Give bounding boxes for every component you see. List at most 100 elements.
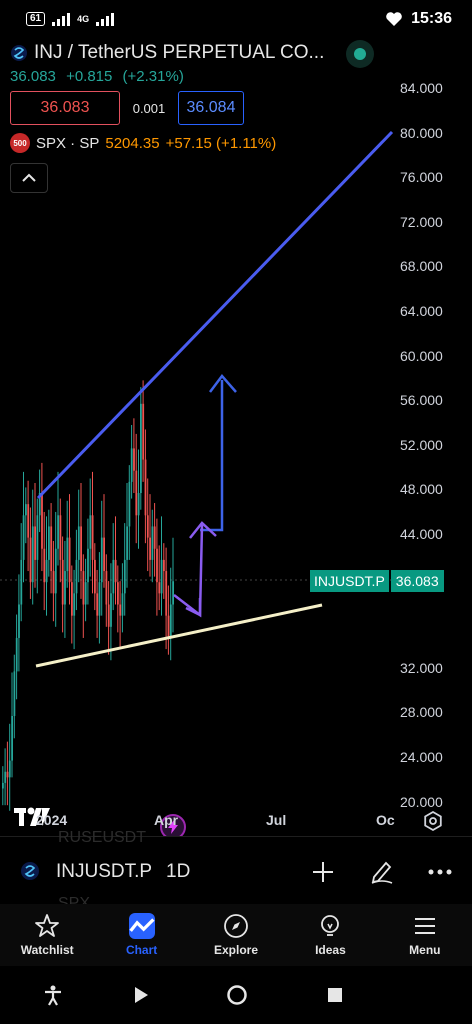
status-right: 15:36 [385,10,452,28]
price-chart[interactable] [0,40,472,830]
system-navigation-bar [0,966,472,1024]
candle-body [38,493,41,516]
candle-body [119,604,122,616]
projection-arrow-blue [200,380,224,532]
price-axis-tick: 44.000 [400,526,443,542]
interval-selector[interactable]: 1D [166,861,191,882]
price-axis-tick: 80.000 [400,124,443,141]
bottom-navigation: Watchlist Chart Explore Ideas Menu [0,904,472,966]
recents-icon[interactable] [324,984,346,1006]
price-axis-tick: 24.000 [400,749,443,765]
symbol-title-row[interactable]: INJ / TetherUS PERPETUAL CO... [10,42,390,64]
price-change-pct: (+2.31%) [122,68,184,85]
upper-trendline [36,130,394,500]
price-label-value: 36.083 [390,570,444,592]
candle-body [52,571,55,594]
candle-body [140,403,142,493]
price-axis-tick: 64.000 [400,303,443,319]
candle-body [156,548,158,583]
candle-body [57,515,59,549]
compare-price: 5204.35 [105,134,160,152]
candle-body [169,604,172,638]
candle-body [50,526,53,572]
more-options-icon[interactable] [426,859,454,885]
price-axis-tick: 68.000 [400,258,443,275]
status-bar: 61 4G 15:36 [0,0,472,40]
candle-body [48,526,50,560]
nav-chart[interactable]: Chart [94,904,188,966]
candle-body [96,593,99,616]
chevron-up-icon [22,173,36,182]
price-axis-tick: 84.000 [400,80,443,96]
price-axis-tick: 52.000 [400,436,443,453]
candle-body [2,782,4,789]
candle-body [73,593,76,616]
candle-body [45,559,48,583]
candle-body [34,526,36,560]
last-price: 36.083 [10,68,56,85]
time-axis-tick: 2024 [36,812,68,828]
lower-trendline [35,603,323,668]
candle-body [107,604,110,627]
plus-icon[interactable] [310,859,336,885]
nav-watchlist[interactable]: Watchlist [0,904,94,966]
projection-arrow-purple [173,524,204,618]
nav-watchlist-label: Watchlist [20,943,74,957]
signal-icon [52,13,71,26]
chart-icon [128,913,155,939]
candle-body [59,515,62,560]
battery-saver-badge: 61 [26,12,46,26]
candle-body [61,559,64,605]
candle-body [41,493,43,549]
nav-menu[interactable]: Menu [378,904,472,966]
home-icon[interactable] [226,984,248,1006]
candle-body [4,771,7,783]
status-left: 61 4G [26,12,115,26]
symbol-name[interactable]: INJUSDT.P [56,861,153,882]
accessibility-icon[interactable] [42,984,64,1006]
spx-logo-icon: 500 [10,133,30,153]
back-icon[interactable] [130,984,152,1006]
candle-body [20,559,23,605]
symbol-title: INJ / TetherUS PERPETUAL CO... [34,42,325,63]
time-axis-tick: Apr [154,812,179,828]
chart-area[interactable]: 84.000 80.000 76.000 72.000 68.000 64.000 60.0… [0,40,472,840]
sell-button[interactable]: 36.083 [10,91,120,125]
candle-body [135,470,138,516]
candle-body [27,504,30,538]
nav-explore-label: Explore [214,943,259,957]
network-type: 4G [77,14,90,24]
settings-icon[interactable] [422,810,444,832]
nav-ideas[interactable]: Ideas [283,904,377,966]
candle-body [15,637,18,672]
nav-explore[interactable]: Explore [189,904,283,966]
nav-menu-label: Menu [409,943,441,957]
tradingview-logo-icon [14,807,50,826]
spread-value: 0.001 [132,100,166,116]
candle-body [68,537,71,583]
candle-body [114,559,117,583]
drawing-tool-icon[interactable] [368,857,396,885]
ghost-symbol-above: RUSEUSDT [58,829,147,846]
bolt-icon[interactable] [160,814,186,840]
candle-body [112,559,115,594]
chart-header: INJ / TetherUS PERPETUAL CO... 36.083 +0… [10,42,390,193]
candle-body [82,571,85,605]
candle-body [172,581,174,605]
candle-body [43,548,46,583]
projection-arrowhead-blue [209,374,237,393]
symbol-bar: RUSEUSDT INJUSDT.P 1D SPX [0,829,472,912]
candle-body [142,403,145,460]
candle-body [163,559,165,572]
buy-button[interactable]: 36.084 [178,91,244,125]
candle-body [80,526,82,572]
candle-body [128,481,131,527]
compare-symbol: SPX · SP [36,134,100,152]
compare-symbol-row[interactable]: 500 SPX · SP 5204.35 +57.15 (+1.11%) [10,133,390,153]
candle-body [8,760,11,778]
collapse-legend-button[interactable] [10,163,48,193]
market-status-icon[interactable] [346,40,374,68]
price-axis-tick: 32.000 [400,659,443,676]
compass-icon [224,914,248,938]
candle-body [100,537,103,583]
